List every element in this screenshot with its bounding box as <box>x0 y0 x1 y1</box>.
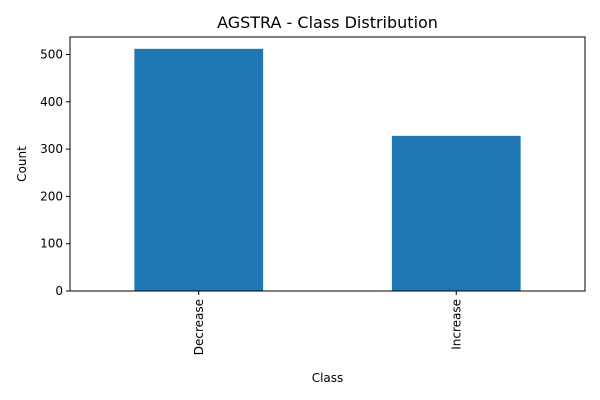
y-tick-label: 200 <box>40 189 63 203</box>
y-tick-label: 100 <box>40 237 63 251</box>
y-tick-label: 300 <box>40 142 63 156</box>
y-tick-label: 400 <box>40 95 63 109</box>
bars-group <box>134 48 521 292</box>
chart-title: AGSTRA - Class Distribution <box>217 13 438 32</box>
y-axis-ticks: 0 100 200 300 400 500 <box>40 48 70 298</box>
y-tick-label: 500 <box>40 48 63 62</box>
y-tick-label: 0 <box>55 284 63 298</box>
plot-frame <box>69 36 586 292</box>
x-axis-label: Class <box>312 371 344 385</box>
bar-decrease <box>134 48 264 292</box>
bar-increase <box>391 135 521 291</box>
x-tick-label-decrease: Decrease <box>192 299 206 355</box>
y-axis-label: Count <box>15 146 29 182</box>
x-tick-label-increase: Increase <box>449 299 463 350</box>
x-axis-ticks: Decrease Increase <box>192 291 463 355</box>
